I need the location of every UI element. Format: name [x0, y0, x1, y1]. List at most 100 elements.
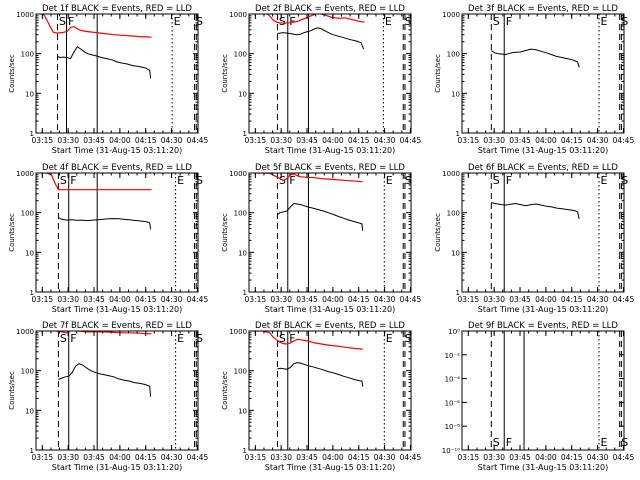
- x-tick-label: 04:00: [535, 295, 557, 304]
- x-tick-label: 03:30: [57, 453, 79, 462]
- lld-series-line: [254, 331, 363, 350]
- event-marker-label: S: [405, 15, 412, 28]
- x-tick-label: 04:15: [561, 453, 583, 462]
- x-tick-label: 03:15: [458, 295, 480, 304]
- event-marker-label: S: [621, 436, 628, 449]
- event-marker-label: S: [405, 332, 412, 345]
- event-marker-label: S: [60, 174, 67, 187]
- x-tick-label: 03:30: [57, 136, 79, 145]
- event-marker-label: S: [405, 174, 412, 187]
- event-marker-label: S: [621, 15, 628, 28]
- y-tick-label: 10⁻²: [445, 352, 461, 360]
- x-tick-label: 04:00: [322, 453, 344, 462]
- panel-title: Det 2f BLACK = Events, RED = LLD: [255, 4, 405, 14]
- x-tick-label: 04:15: [348, 295, 370, 304]
- y-axis-label: Counts/sec: [8, 371, 16, 410]
- event-marker-label: S: [59, 15, 66, 28]
- event-marker-label: S: [60, 332, 67, 345]
- x-tick-label: 04:00: [109, 453, 131, 462]
- x-tick-label: 04:00: [535, 136, 557, 145]
- event-marker-label: F: [289, 174, 295, 187]
- plot-frame: [461, 330, 625, 451]
- events-series-line: [58, 217, 152, 230]
- x-tick-label: 04:30: [161, 136, 183, 145]
- y-axis-label: Counts/sec: [8, 54, 16, 93]
- event-marker-label: E: [177, 332, 184, 345]
- y-axis-label: Counts/sec: [434, 213, 442, 252]
- x-tick-label: 04:15: [135, 136, 157, 145]
- x-tick-label: 03:45: [296, 295, 318, 304]
- y-tick-label: 10: [25, 407, 34, 415]
- events-series-line: [277, 362, 364, 387]
- x-tick-label: 03:30: [483, 295, 505, 304]
- x-axis-label: Start Time (31-Aug-15 03:11:20): [52, 463, 183, 472]
- event-marker-label: S: [196, 15, 203, 28]
- panel-title: Det 5f BLACK = Events, RED = LLD: [255, 163, 405, 173]
- lld-series-line: [44, 173, 152, 191]
- x-tick-label: 04:45: [400, 295, 422, 304]
- y-axis-label: Counts/sec: [221, 54, 229, 93]
- x-tick-label: 04:00: [322, 136, 344, 145]
- y-tick-label: 1000: [229, 170, 247, 178]
- y-tick-label: 1000: [442, 170, 460, 178]
- y-tick-label: 100: [21, 51, 34, 59]
- y-tick-label: 100: [447, 210, 460, 218]
- event-marker-label: F: [70, 332, 76, 345]
- panel-title: Det 1f BLACK = Events, RED = LLD: [42, 4, 192, 14]
- y-tick-label: 100: [21, 210, 34, 218]
- x-tick-label: 04:15: [348, 136, 370, 145]
- event-marker-label: S: [196, 174, 203, 187]
- x-axis-label: Start Time (31-Aug-15 03:11:20): [478, 463, 609, 472]
- plot-frame: [35, 13, 199, 134]
- plot-frame: [35, 172, 199, 293]
- plot-frame: [248, 13, 412, 134]
- x-tick-label: 03:15: [245, 295, 267, 304]
- x-tick-label: 04:45: [613, 295, 635, 304]
- event-marker-label: S: [493, 15, 500, 28]
- x-tick-label: 04:15: [561, 136, 583, 145]
- x-tick-label: 03:45: [83, 295, 105, 304]
- x-tick-label: 04:30: [161, 295, 183, 304]
- panel-title: Det 6f BLACK = Events, RED = LLD: [468, 163, 618, 173]
- panel-title: Det 4f BLACK = Events, RED = LLD: [42, 163, 192, 173]
- x-axis-label: Start Time (31-Aug-15 03:11:20): [478, 146, 609, 155]
- y-tick-label: 1000: [16, 328, 34, 336]
- x-tick-label: 04:00: [109, 295, 131, 304]
- x-tick-label: 03:15: [32, 453, 54, 462]
- x-tick-label: 03:15: [458, 453, 480, 462]
- x-tick-label: 03:45: [83, 136, 105, 145]
- plot-frame: [248, 330, 412, 451]
- y-tick-label: 10: [238, 407, 247, 415]
- x-tick-label: 04:30: [374, 453, 396, 462]
- panel-title: Det 9f BLACK = Events, RED = LLD: [468, 321, 618, 331]
- event-marker-label: E: [385, 15, 392, 28]
- x-tick-label: 04:45: [187, 453, 209, 462]
- x-tick-label: 04:45: [400, 453, 422, 462]
- y-tick-label: 10: [238, 249, 247, 257]
- y-tick-label: 10⁰: [448, 328, 460, 336]
- lld-series-line: [254, 173, 363, 183]
- x-tick-label: 04:45: [187, 136, 209, 145]
- x-tick-label: 04:45: [400, 136, 422, 145]
- events-series-line: [277, 27, 365, 50]
- x-tick-label: 04:15: [135, 295, 157, 304]
- y-axis-label: Counts/sec: [434, 54, 442, 93]
- event-marker-label: S: [196, 332, 203, 345]
- x-tick-label: 04:30: [587, 453, 609, 462]
- event-marker-label: E: [601, 174, 608, 187]
- event-marker-label: E: [601, 436, 608, 449]
- y-tick-label: 10: [25, 90, 34, 98]
- x-tick-label: 04:30: [161, 453, 183, 462]
- panel-title: Det 7f BLACK = Events, RED = LLD: [42, 321, 192, 331]
- y-tick-label: 10⁻¹⁰: [442, 447, 460, 455]
- event-marker-label: S: [279, 332, 286, 345]
- event-marker-label: E: [174, 15, 181, 28]
- events-series-line: [491, 48, 580, 68]
